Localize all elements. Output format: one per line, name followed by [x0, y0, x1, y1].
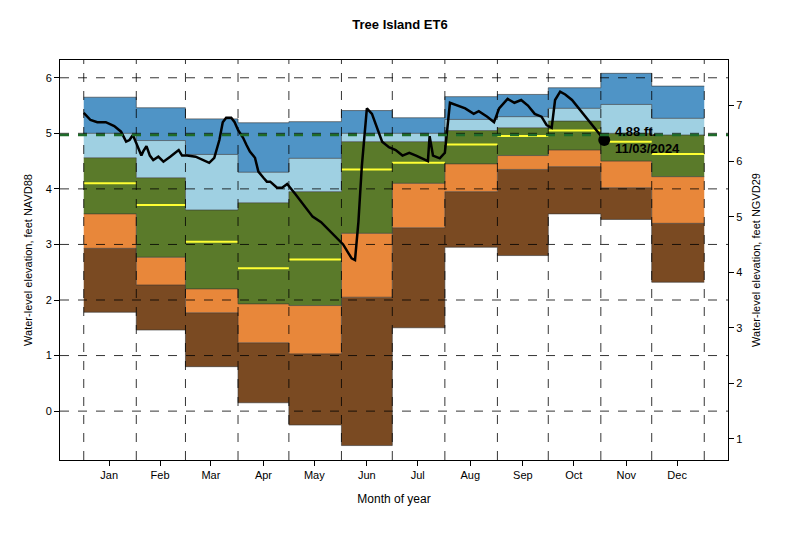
svg-text:Jul: Jul	[411, 469, 425, 481]
svg-text:Water-level elevation, feet NA: Water-level elevation, feet NAVD88	[22, 174, 34, 346]
svg-text:0: 0	[46, 405, 52, 417]
svg-text:6: 6	[46, 72, 52, 84]
svg-text:Sep: Sep	[513, 469, 533, 481]
svg-text:3: 3	[736, 322, 742, 334]
svg-text:Nov: Nov	[616, 469, 636, 481]
svg-text:7: 7	[736, 99, 742, 111]
svg-text:Tree Island ET6: Tree Island ET6	[352, 17, 447, 32]
svg-text:Oct: Oct	[565, 469, 582, 481]
svg-text:Aug: Aug	[461, 469, 481, 481]
svg-text:Jun: Jun	[358, 469, 376, 481]
svg-text:4: 4	[736, 266, 742, 278]
svg-text:Jan: Jan	[100, 469, 118, 481]
svg-text:3: 3	[46, 238, 52, 250]
svg-text:5: 5	[46, 127, 52, 139]
svg-text:1: 1	[46, 349, 52, 361]
svg-text:2: 2	[736, 377, 742, 389]
svg-text:4: 4	[46, 183, 52, 195]
svg-text:Apr: Apr	[255, 469, 272, 481]
svg-text:Dec: Dec	[667, 469, 687, 481]
svg-text:Mar: Mar	[201, 469, 220, 481]
svg-text:4.88 ft.11/03/2024: 4.88 ft.11/03/2024	[615, 124, 680, 156]
svg-text:1: 1	[736, 433, 742, 445]
svg-text:Month of year: Month of year	[357, 492, 430, 506]
svg-text:Water-level elevation, feet NG: Water-level elevation, feet NGVD29	[750, 173, 762, 347]
svg-text:2: 2	[46, 294, 52, 306]
svg-text:May: May	[304, 469, 325, 481]
svg-text:5: 5	[736, 211, 742, 223]
svg-text:6: 6	[736, 155, 742, 167]
svg-text:Feb: Feb	[151, 469, 170, 481]
